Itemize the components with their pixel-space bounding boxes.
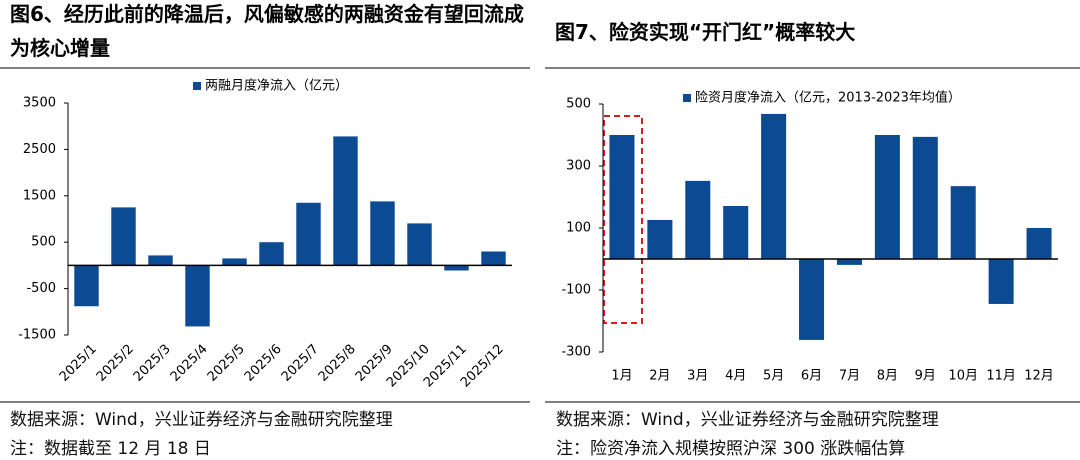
x-tick-label: 5月 <box>763 369 784 384</box>
x-tick-label: 10月 <box>948 369 978 384</box>
x-tick-label: 12月 <box>1024 369 1054 384</box>
y-tick-label: 100 <box>566 221 591 236</box>
y-tick-label: 1500 <box>23 188 56 203</box>
legend-swatch <box>683 94 691 102</box>
bar <box>185 265 210 327</box>
x-tick-label: 2025/4 <box>168 342 211 385</box>
y-tick-label: -500 <box>26 281 56 296</box>
x-tick-label: 2025/8 <box>316 342 359 385</box>
x-tick-label: 11月 <box>986 369 1016 384</box>
y-tick-label: 500 <box>31 235 56 250</box>
bar <box>609 135 635 259</box>
bar <box>874 135 900 259</box>
bar <box>222 258 247 266</box>
x-tick-label: 3月 <box>687 369 708 384</box>
bar <box>296 202 321 266</box>
y-tick-label: -300 <box>561 345 591 360</box>
highlight-box <box>603 115 643 324</box>
bar <box>74 265 99 307</box>
y-tick-label: -1500 <box>18 328 56 343</box>
legend-label: 两融月度净流入（亿元） <box>205 78 348 94</box>
x-tick-label: 2025/6 <box>242 342 285 385</box>
chart-title: 图7、险资实现“开门红”概率较大 <box>555 20 856 44</box>
x-tick-label: 6月 <box>801 369 822 384</box>
bar <box>912 136 938 259</box>
bar <box>723 205 749 259</box>
bar <box>685 180 711 259</box>
y-tick-label: -100 <box>561 283 591 298</box>
x-tick-label: 2025/7 <box>279 342 322 385</box>
x-tick-label: 8月 <box>877 369 898 384</box>
x-tick-label: 2025/2 <box>94 342 137 385</box>
x-tick-label: 4月 <box>725 369 746 384</box>
bar <box>111 207 136 266</box>
bar <box>950 186 976 259</box>
y-tick-label: 500 <box>566 97 591 112</box>
chart-title: 图6、经历此前的降温后，风偏敏感的两融资金有望回流成为核心增量 <box>10 2 524 60</box>
bar <box>799 259 825 340</box>
bar <box>761 113 787 259</box>
y-tick-label: 2500 <box>23 142 56 157</box>
y-tick-label: 3500 <box>23 96 56 111</box>
x-tick-label: 2025/3 <box>131 342 174 385</box>
bar <box>148 255 173 266</box>
note: 注：险资净流入规模按照沪深 300 涨跌幅估算 <box>556 439 906 459</box>
source: 数据来源：Wind，兴业证券经济与金融研究院整理 <box>10 410 393 430</box>
legend-swatch <box>193 82 201 90</box>
bar <box>836 259 862 265</box>
bar <box>259 242 284 266</box>
x-tick-label: 1月 <box>611 369 632 384</box>
x-tick-label: 9月 <box>915 369 936 384</box>
bar <box>370 201 395 266</box>
bar <box>407 223 432 266</box>
x-tick-label: 7月 <box>839 369 860 384</box>
bar <box>988 259 1014 304</box>
bar <box>1026 228 1052 259</box>
y-tick-label: 300 <box>566 159 591 174</box>
note: 注：数据截至 12 月 18 日 <box>10 439 211 459</box>
legend-label: 险资月度净流入（亿元，2013-2023年均值） <box>695 90 961 106</box>
bar <box>647 219 673 259</box>
bar <box>481 251 506 266</box>
x-tick-label: 2025/1 <box>57 342 100 385</box>
x-tick-label: 2025/5 <box>205 342 248 385</box>
source: 数据来源：Wind，兴业证券经济与金融研究院整理 <box>556 410 939 430</box>
bar <box>444 265 469 271</box>
x-tick-label: 2月 <box>649 369 670 384</box>
bar <box>333 136 358 266</box>
